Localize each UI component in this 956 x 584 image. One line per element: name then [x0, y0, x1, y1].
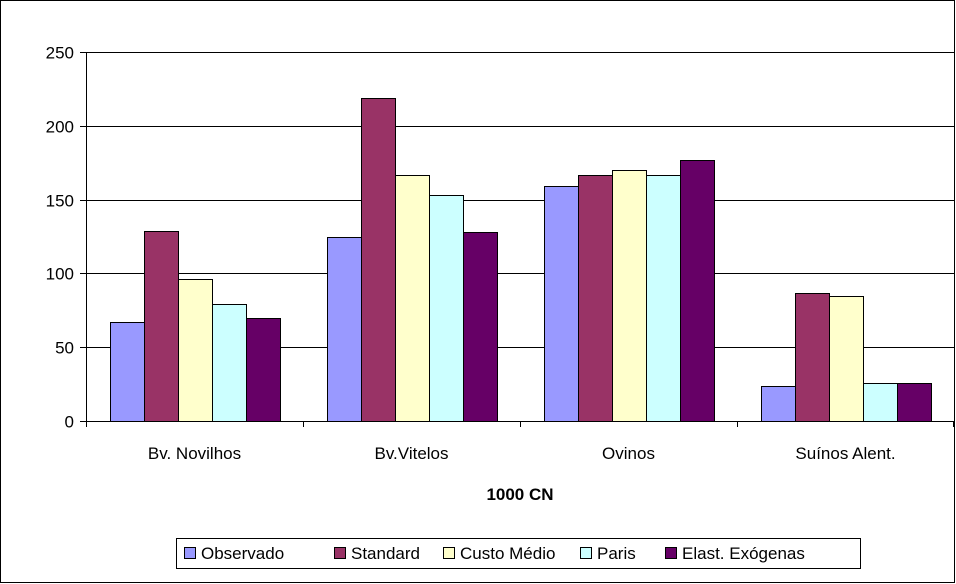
bar [463, 232, 498, 422]
bar [578, 175, 613, 422]
bar [395, 175, 430, 422]
y-tick-label: 200 [46, 118, 74, 137]
axes [80, 52, 954, 427]
bar [246, 318, 281, 422]
legend-box [176, 538, 861, 569]
legend: Observado Standard Custo Médio Paris Elast. … [176, 538, 861, 569]
bar [795, 293, 830, 422]
bar [429, 195, 464, 422]
legend-label: Standard [351, 544, 420, 563]
x-category-label: Ovinos [602, 444, 655, 463]
y-tick-label: 0 [65, 413, 74, 432]
legend-swatch [443, 547, 455, 559]
bar [829, 296, 864, 422]
y-tick-label: 150 [46, 192, 74, 211]
legend-label: Paris [597, 544, 636, 563]
y-tick-label: 50 [55, 339, 74, 358]
x-category-label: Bv.Vitelos [374, 444, 448, 463]
axis-labels: 1000 CN 0 50 100 150 200 250 Bv. Novilhos Bv.Vi… [46, 44, 896, 505]
bar [612, 170, 647, 422]
legend-label: Observado [201, 544, 284, 563]
bar [646, 175, 681, 422]
legend-label: Custo Médio [460, 544, 555, 563]
bar [144, 231, 179, 422]
bars [110, 98, 932, 422]
bar [110, 322, 145, 422]
y-tick-label: 100 [46, 265, 74, 284]
y-tick-label: 250 [46, 44, 74, 63]
bar [327, 237, 362, 422]
bar [897, 383, 932, 422]
legend-swatch [580, 547, 592, 559]
bar [863, 383, 898, 422]
bar [680, 160, 715, 422]
bar [361, 98, 396, 422]
legend-swatch [184, 547, 196, 559]
bar [212, 304, 247, 422]
bar [761, 386, 796, 422]
legend-label: Elast. Exógenas [682, 544, 805, 563]
x-axis-label: 1000 CN [486, 485, 553, 504]
x-category-label: Bv. Novilhos [148, 444, 241, 463]
bar [178, 279, 213, 422]
legend-swatch [334, 547, 346, 559]
bar [544, 186, 579, 422]
legend-swatch [665, 547, 677, 559]
x-category-label: Suínos Alent. [795, 444, 895, 463]
